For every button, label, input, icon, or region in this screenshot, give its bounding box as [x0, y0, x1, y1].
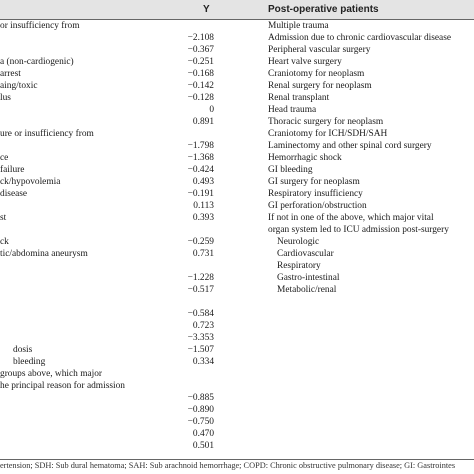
y-value-cell: 0.731 [192, 249, 214, 259]
y-value-cell: 0 [209, 105, 214, 115]
post-operative-cell: Thoracic surgery for neoplasm [268, 117, 384, 127]
y-value-cell: −0.424 [187, 165, 214, 175]
left-cell: disease [0, 189, 28, 199]
y-value-cell: −0.750 [187, 417, 214, 427]
left-cell: a (non-cardiogenic) [0, 57, 74, 67]
left-cell: bleeding [13, 357, 46, 367]
y-value-cell: −0.128 [187, 93, 214, 103]
y-value-cell: 0.891 [192, 117, 214, 127]
left-cell: ck [0, 237, 9, 247]
post-operative-cell: Renal transplant [268, 93, 330, 103]
post-operative-cell: Metabolic/renal [277, 285, 337, 295]
post-operative-cell: Respiratory [277, 261, 321, 271]
post-operative-cell: Heart valve surgery [268, 57, 342, 67]
post-operative-cell: GI bleeding [268, 165, 313, 175]
post-operative-column-header: Post-operative patients [268, 4, 379, 15]
post-operative-cell: Neurologic [277, 237, 320, 247]
y-value-cell: −0.584 [187, 309, 214, 319]
post-operative-cell: Renal surgery for neoplasm [268, 81, 372, 91]
left-cell: ck/hypovolemia [0, 177, 61, 187]
y-value-cell: −1.368 [187, 153, 214, 163]
y-value-cell: 0.470 [192, 429, 214, 439]
post-operative-cell: Gastro-intestinal [277, 273, 340, 283]
post-operative-cell: If not in one of the above, which major … [268, 213, 434, 223]
y-value-cell: −2.108 [187, 33, 214, 43]
y-value-cell: −0.885 [187, 393, 214, 403]
y-value-cell: 0.723 [192, 321, 214, 331]
post-operative-cell: Head trauma [268, 105, 317, 115]
y-value-cell: 0.393 [192, 213, 214, 223]
y-value-cell: −1.507 [187, 345, 214, 355]
left-cell: or insufficiency from [0, 21, 80, 31]
post-operative-cell: Respiratory insufficiency [268, 189, 363, 199]
table-header: Y Post-operative patients [0, 0, 474, 19]
y-value-cell: −1.798 [187, 141, 214, 151]
y-value-cell: 0.113 [193, 201, 214, 211]
header-bottom-rule [0, 19, 474, 20]
y-value-cell: 0.493 [192, 177, 214, 187]
post-operative-cell: Craniotomy for neoplasm [268, 69, 365, 79]
post-operative-cell: GI surgery for neoplasm [268, 177, 360, 187]
y-value-cell: 0.501 [192, 441, 214, 451]
left-cell: groups above, which major [0, 369, 103, 379]
left-cell: ce [0, 153, 9, 163]
post-operative-cell: Multiple trauma [268, 21, 329, 31]
table-footnote: ertension; SDH: Sub dural hematoma; SAH:… [0, 461, 456, 470]
left-cell: dosis [13, 345, 33, 355]
post-operative-cell: GI perforation/obstruction [268, 201, 367, 211]
y-value-cell: −0.367 [187, 45, 214, 55]
y-value-cell: −0.890 [187, 405, 214, 415]
y-value-cell: −1.228 [187, 273, 214, 283]
left-cell: st [0, 213, 7, 223]
left-cell: failure [0, 165, 25, 175]
post-operative-cell: Peripheral vascular surgery [268, 45, 371, 55]
post-operative-cell: Admission due to chronic cardiovascular … [268, 33, 452, 43]
left-cell: arrest [0, 69, 21, 79]
y-value-cell: 0.334 [192, 357, 214, 367]
post-operative-cell: Laminectomy and other spinal cord surger… [268, 141, 432, 151]
y-column-header: Y [203, 4, 210, 15]
y-value-cell: −0.142 [187, 81, 214, 91]
y-value-cell: −0.191 [187, 189, 214, 199]
y-value-cell: −0.251 [187, 57, 214, 67]
left-cell: ure or insufficiency from [0, 129, 94, 139]
post-operative-cell: Craniotomy for ICH/SDH/SAH [268, 129, 388, 139]
left-cell: tic/abdomina aneurysm [0, 249, 88, 259]
post-operative-cell: Cardiovascular [277, 249, 334, 259]
y-value-cell: −0.517 [187, 285, 214, 295]
y-value-cell: −3.353 [187, 333, 214, 343]
y-value-cell: −0.168 [187, 69, 214, 79]
post-operative-cell: Hemorrhagic shock [268, 153, 342, 163]
left-cell: aing/toxic [0, 81, 38, 91]
left-cell: lus [0, 93, 11, 103]
table-bottom-rule [0, 459, 474, 460]
left-cell: he principal reason for admission [0, 381, 125, 391]
post-operative-cell: organ system led to ICU admission post-s… [268, 225, 449, 235]
y-value-cell: −0.259 [187, 237, 214, 247]
